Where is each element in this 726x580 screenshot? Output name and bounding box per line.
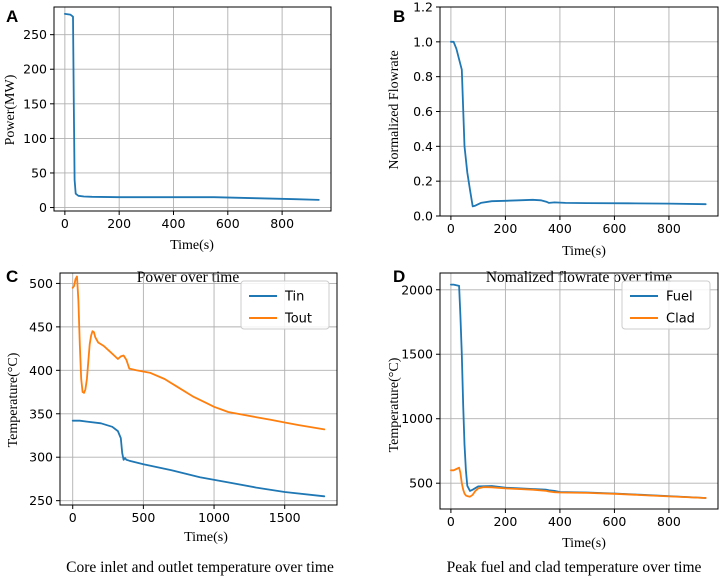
plot-area-frame — [53, 6, 332, 212]
panel-label-b: B — [393, 7, 405, 26]
x-tick-label: 600 — [603, 221, 627, 236]
panel-c: C Time(s) Temperature(°C) Core inlet and… — [6, 267, 338, 576]
y-tick-label: 2000 — [401, 282, 433, 297]
y-tick-label: 1500 — [401, 347, 433, 362]
x-axis-label: Time(s) — [562, 536, 606, 551]
plot-area-frame — [59, 272, 338, 506]
y-tick-label: 0.2 — [413, 174, 433, 189]
x-tick-label: 200 — [493, 221, 517, 236]
legend-label-fuel: Fuel — [666, 290, 693, 305]
y-tick-label: 1.0 — [413, 34, 433, 49]
x-tick-label: 400 — [162, 216, 186, 231]
x-tick-label: 1500 — [269, 510, 301, 525]
y-tick-label: 50 — [31, 165, 47, 180]
y-tick-label: 0.4 — [413, 139, 433, 154]
series-line-tout — [71, 275, 326, 431]
x-axis-label: Time(s) — [170, 238, 214, 253]
x-tick-label: 800 — [657, 514, 681, 529]
x-axis-label: Time(s) — [184, 530, 228, 545]
y-tick-label: 0.0 — [413, 209, 433, 224]
panel-caption: Core inlet and outlet temperature over t… — [66, 559, 334, 576]
y-tick-label: 400 — [29, 363, 53, 378]
y-tick-label: 300 — [29, 450, 53, 465]
x-tick-label: 0 — [69, 510, 77, 525]
legend: Fuel Clad — [621, 280, 711, 330]
x-tick-label: 400 — [548, 221, 572, 236]
panel-a: A Time(s) Power(MW) Power over time 0 200… — [3, 6, 332, 286]
plot-area-frame — [439, 272, 719, 510]
y-tick-label: 1.2 — [413, 0, 433, 15]
panel-caption: Peak fuel and clad temperature over time — [447, 559, 702, 576]
y-axis-label: Temperature(°C) — [6, 352, 21, 447]
x-tick-label: 400 — [548, 514, 572, 529]
legend-label-tin: Tin — [284, 290, 304, 305]
y-axis-label: Power(MW) — [3, 74, 18, 145]
x-tick-label: 600 — [603, 514, 627, 529]
panel-label-a: A — [6, 7, 18, 26]
x-tick-label: 0 — [447, 514, 455, 529]
y-tick-label: 250 — [29, 493, 53, 508]
panel-d: D Time(s) Temperature(°C) Peak fuel and … — [387, 267, 719, 576]
y-tick-label: 1000 — [401, 411, 433, 426]
y-tick-label: 250 — [23, 27, 47, 42]
series-line-flowrate — [449, 40, 707, 208]
y-tick-label: 0.8 — [413, 69, 433, 84]
legend-label-tout: Tout — [284, 312, 312, 327]
y-tick-label: 500 — [29, 276, 53, 291]
x-tick-label: 500 — [131, 510, 155, 525]
x-tick-label: 1000 — [198, 510, 230, 525]
y-tick-label: 0 — [39, 200, 47, 215]
series-line-power — [64, 12, 320, 201]
x-tick-label: 200 — [107, 216, 131, 231]
x-tick-label: 0 — [61, 216, 69, 231]
y-tick-label: 200 — [23, 62, 47, 77]
y-tick-label: 350 — [29, 406, 53, 421]
panel-label-d: D — [393, 267, 405, 286]
y-axis-label: Normalized Flowrate — [387, 50, 402, 169]
y-tick-label: 500 — [409, 476, 433, 491]
series-line-clad — [449, 466, 707, 499]
y-tick-label: 150 — [23, 96, 47, 111]
panel-label-c: C — [6, 267, 18, 286]
x-tick-label: 800 — [270, 216, 294, 231]
x-tick-label: 800 — [657, 221, 681, 236]
legend-label-clad: Clad — [666, 312, 695, 327]
plot-area-frame — [439, 6, 719, 217]
y-tick-label: 100 — [23, 131, 47, 146]
x-tick-label: 200 — [493, 514, 517, 529]
y-tick-label: 450 — [29, 319, 53, 334]
y-axis-label: Temperature(°C) — [387, 357, 402, 452]
x-tick-label: 0 — [447, 221, 455, 236]
x-tick-label: 600 — [216, 216, 240, 231]
panel-b: B Time(s) Normalized Flowrate Nomalized … — [387, 0, 719, 286]
y-tick-label: 0.6 — [413, 104, 433, 119]
x-axis-label: Time(s) — [562, 244, 606, 259]
series-line-tin — [71, 419, 326, 498]
legend: Tin Tout — [240, 280, 330, 330]
